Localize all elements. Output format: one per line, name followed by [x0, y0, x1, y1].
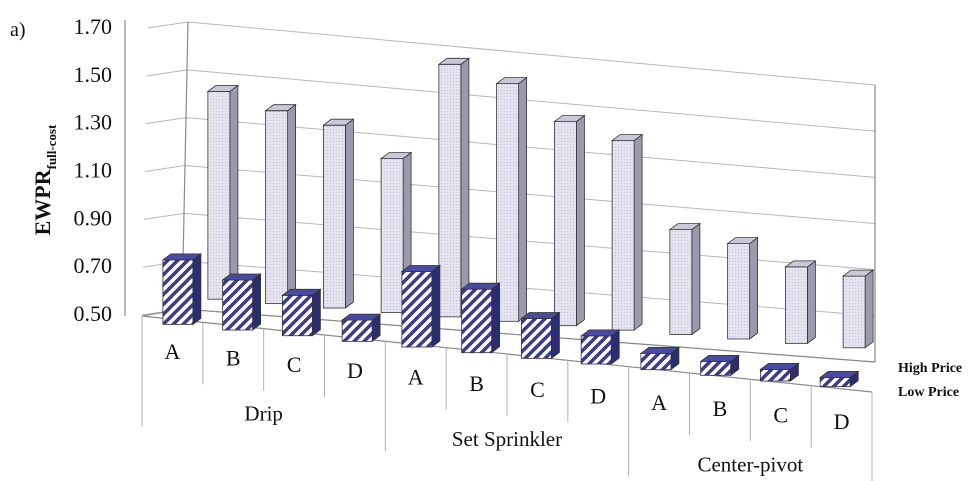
high-price-bar — [264, 103, 297, 305]
category-label: D — [590, 384, 606, 409]
high-price-bar — [668, 222, 702, 336]
category-label: D — [834, 409, 850, 434]
category-label: A — [651, 390, 667, 415]
gridline-side — [146, 69, 188, 77]
panel-label: a) — [10, 19, 26, 41]
low-price-bar — [400, 264, 442, 348]
high-price-bar — [495, 76, 528, 323]
gridline-side — [144, 165, 186, 172]
low-price-bar — [639, 346, 681, 371]
gridline-side — [143, 212, 185, 220]
y-tick-label: 0.50 — [74, 301, 113, 326]
high-price-bar — [610, 133, 644, 331]
category-label: B — [226, 346, 241, 371]
category-label: B — [713, 396, 728, 421]
gridline — [182, 260, 876, 317]
high-price-bar — [841, 269, 875, 349]
y-tick-label: 0.90 — [74, 205, 113, 230]
category-label: C — [530, 377, 545, 402]
y-axis-label: EWPRfull-cost — [30, 124, 59, 235]
y-tick-label: 1.10 — [74, 158, 113, 183]
gridline — [187, 21, 876, 86]
gridline — [183, 212, 876, 271]
category-label: C — [773, 403, 788, 428]
category-label: A — [164, 339, 180, 364]
gridline-side — [145, 117, 187, 125]
category-labels: A B C D Drip A B C D Set Sprinkler A B C D Center-pivo… — [141, 316, 873, 481]
high-price-bar — [322, 118, 355, 309]
high-price-bars — [206, 57, 875, 349]
gridline — [186, 69, 876, 132]
high-price-bar — [206, 84, 240, 301]
y-axis-label-subscript: full-cost — [44, 124, 59, 169]
low-price-bar — [460, 282, 501, 354]
low-price-bar — [161, 253, 203, 326]
low-price-bar — [699, 354, 740, 377]
low-price-bars — [161, 253, 860, 388]
legend-high-price: High Price — [898, 361, 962, 376]
y-tick-label: 0.70 — [74, 253, 113, 278]
y-tick-label: 1.30 — [74, 110, 113, 135]
low-price-bar — [580, 329, 621, 365]
group-label: Set Sprinkler — [452, 427, 562, 451]
gridlines — [141, 21, 876, 363]
gridline-side — [147, 21, 189, 29]
high-price-bar — [726, 236, 759, 340]
low-price-bar — [340, 313, 382, 343]
category-label: B — [469, 371, 484, 396]
low-price-bar — [819, 370, 860, 388]
group-label: Drip — [244, 402, 283, 426]
low-price-bar — [520, 311, 561, 360]
group-label: Center-pivot — [697, 452, 803, 476]
gridline — [185, 117, 876, 178]
category-label: A — [408, 365, 424, 390]
low-price-bar — [221, 273, 262, 331]
y-tick-labels: 0.50 0.70 0.90 1.10 1.30 1.50 1.70 — [74, 14, 113, 326]
high-price-bar — [437, 57, 471, 318]
category-label: C — [287, 352, 302, 377]
y-tick-label: 1.70 — [74, 14, 113, 39]
high-price-bar — [553, 114, 586, 327]
gridline — [184, 165, 876, 224]
high-price-bar — [784, 260, 817, 345]
y-axis-label-main: EWPR — [30, 168, 55, 235]
y-tick-label: 1.50 — [74, 62, 113, 87]
low-price-bar — [281, 288, 322, 337]
low-price-bar — [759, 362, 800, 382]
category-label: D — [347, 358, 363, 383]
legend-low-price: Low Price — [898, 385, 959, 400]
